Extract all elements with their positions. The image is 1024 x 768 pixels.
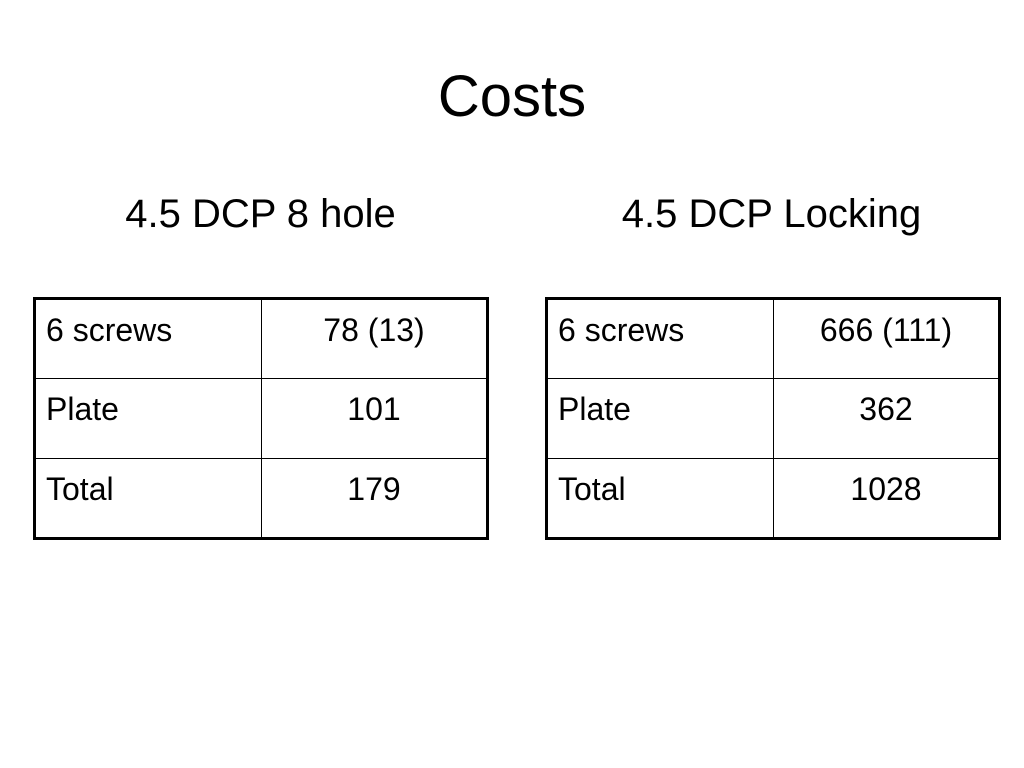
- slide-title: Costs: [437, 64, 587, 129]
- heading-dcp-locking: 4.5 DCP Locking: [621, 192, 922, 236]
- row-value: 179: [261, 458, 488, 539]
- row-label: Plate: [34, 378, 262, 459]
- row-label: Total: [34, 458, 262, 539]
- row-value: 78 (13): [261, 298, 488, 379]
- cost-table-dcp-8-hole: 6 screws 78 (13) Plate 101 Total 179: [33, 297, 489, 540]
- cost-table-dcp-locking: 6 screws 666 (111) Plate 362 Total 1028: [545, 297, 1001, 540]
- heading-dcp-8-hole: 4.5 DCP 8 hole: [125, 192, 396, 236]
- row-label: Plate: [546, 378, 774, 459]
- table-row: Plate 101: [34, 378, 488, 459]
- row-label: 6 screws: [34, 298, 262, 379]
- table-row: Total 1028: [546, 458, 1000, 539]
- table-row: Plate 362: [546, 378, 1000, 459]
- table-row: Total 179: [34, 458, 488, 539]
- row-value: 1028: [773, 458, 1000, 539]
- row-value: 101: [261, 378, 488, 459]
- table-row: 6 screws 78 (13): [34, 298, 488, 379]
- row-value: 362: [773, 378, 1000, 459]
- row-label: Total: [546, 458, 774, 539]
- row-value: 666 (111): [773, 298, 1000, 379]
- table-row: 6 screws 666 (111): [546, 298, 1000, 379]
- row-label: 6 screws: [546, 298, 774, 379]
